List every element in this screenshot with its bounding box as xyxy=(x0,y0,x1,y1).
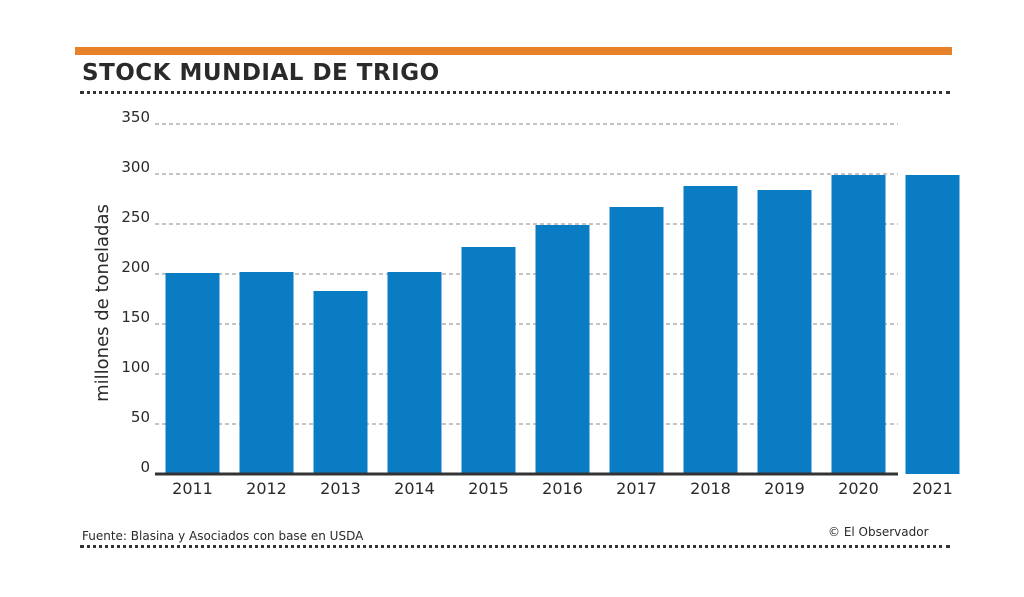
y-axis-label: millones de toneladas xyxy=(92,204,113,402)
bar-2018 xyxy=(683,186,738,474)
bar-2012 xyxy=(239,272,294,474)
x-tick-label: 2017 xyxy=(616,479,657,498)
source-note: Fuente: Blasina y Asociados con base en … xyxy=(82,529,364,543)
y-tick-label: 100 xyxy=(121,358,150,376)
y-tick-label: 200 xyxy=(121,258,150,276)
x-tick-label: 2013 xyxy=(320,479,361,498)
header-accent-bar xyxy=(75,47,952,55)
x-tick-label: 2018 xyxy=(690,479,731,498)
bar-2020 xyxy=(831,175,886,474)
y-tick-label: 350 xyxy=(121,108,150,126)
header-divider xyxy=(80,91,950,94)
bar-2014 xyxy=(387,272,442,474)
bar-2011 xyxy=(165,273,220,474)
bar-2015 xyxy=(461,247,516,474)
chart-title: STOCK MUNDIAL DE TRIGO xyxy=(82,60,440,86)
x-tick-label: 2015 xyxy=(468,479,509,498)
y-tick-label: 250 xyxy=(121,208,150,226)
x-tick-label: 2020 xyxy=(838,479,879,498)
footer-divider xyxy=(80,545,950,548)
x-tick-label: 2012 xyxy=(246,479,287,498)
bar-2016 xyxy=(535,225,590,474)
x-tick-label: 2014 xyxy=(394,479,435,498)
x-tick-label: 2016 xyxy=(542,479,583,498)
x-tick-label: 2021 xyxy=(912,479,953,498)
y-tick-label: 300 xyxy=(121,158,150,176)
copyright-credit: © El Observador xyxy=(828,525,929,539)
bar-2013 xyxy=(313,291,368,474)
y-tick-label: 50 xyxy=(131,408,150,426)
x-tick-label: 2019 xyxy=(764,479,805,498)
bar-2017 xyxy=(609,207,664,474)
bar-2021 xyxy=(905,175,960,474)
y-tick-labels: 0 50 100 150 200 250 300 350 xyxy=(121,108,150,476)
y-tick-label: 150 xyxy=(121,308,150,326)
x-tick-labels: 2011 2012 2013 2014 2015 2016 2017 2018 2019 2020… xyxy=(172,479,953,498)
x-tick-label: 2011 xyxy=(172,479,213,498)
bars xyxy=(165,175,960,474)
bar-2019 xyxy=(757,190,812,474)
y-tick-label: 0 xyxy=(140,458,150,476)
